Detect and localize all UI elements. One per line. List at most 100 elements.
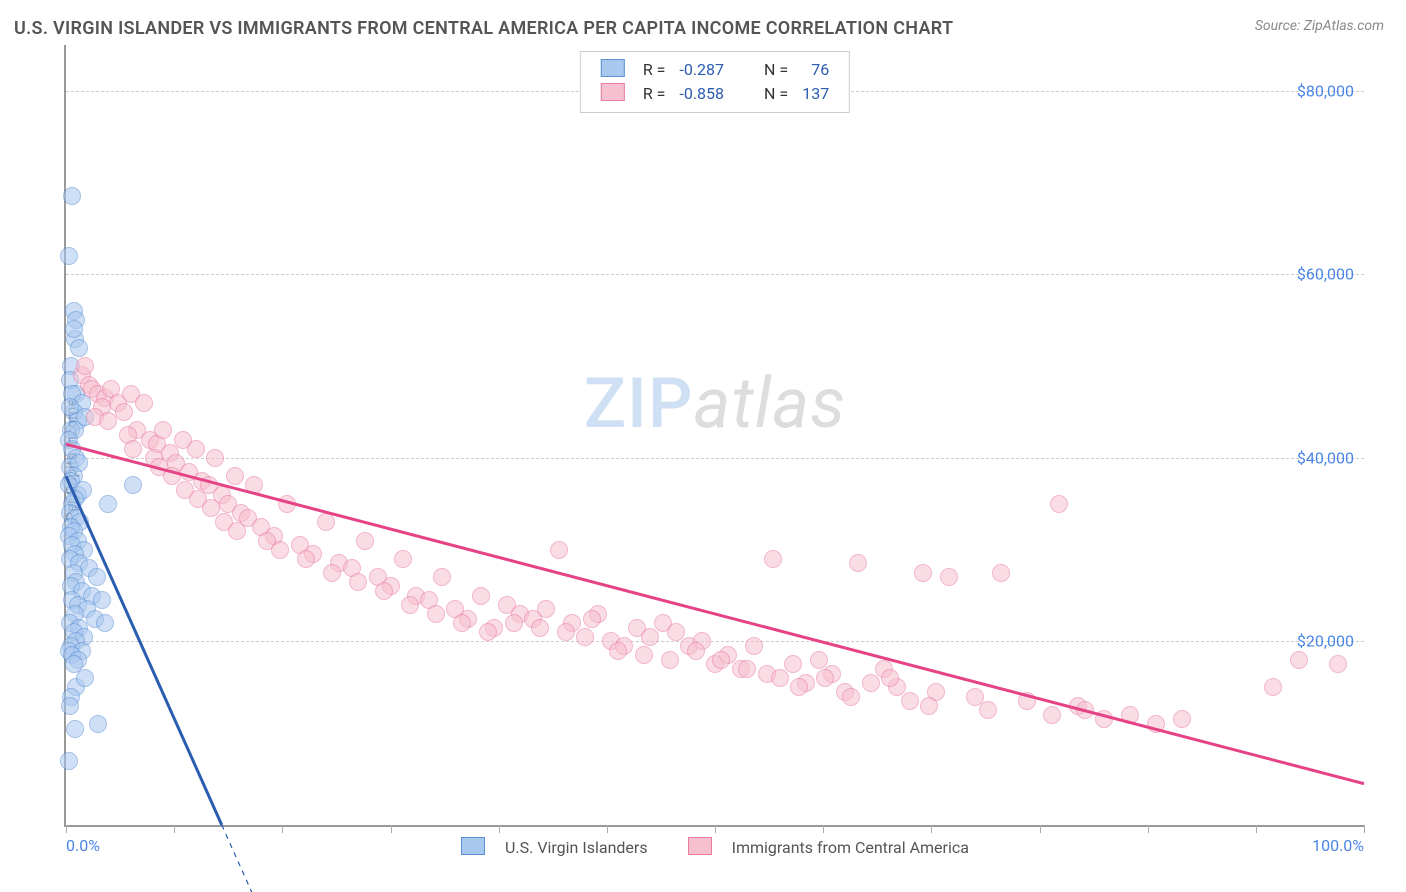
scatter-point-cam bbox=[914, 564, 932, 582]
plot-area: $20,000$40,000$60,000$80,0000.0%100.0%ZI… bbox=[64, 45, 1364, 827]
scatter-point-usvi bbox=[63, 187, 81, 205]
legend-series: U.S. Virgin Islanders Immigrants from Cen… bbox=[66, 837, 1364, 857]
legend-label-usvi: U.S. Virgin Islanders bbox=[505, 838, 648, 857]
y-tick-label: $80,000 bbox=[1297, 81, 1354, 100]
x-tick bbox=[1256, 825, 1257, 833]
scatter-point-cam bbox=[76, 357, 94, 375]
x-tick bbox=[1040, 825, 1041, 833]
scatter-point-cam bbox=[1264, 678, 1282, 696]
scatter-point-cam bbox=[550, 541, 568, 559]
scatter-point-cam bbox=[297, 550, 315, 568]
legend-label-cam: Immigrants from Central America bbox=[732, 838, 969, 857]
x-tick bbox=[715, 825, 716, 833]
scatter-point-cam bbox=[771, 669, 789, 687]
scatter-point-cam bbox=[687, 642, 705, 660]
scatter-point-cam bbox=[881, 669, 899, 687]
legend-swatch-usvi bbox=[601, 59, 625, 77]
scatter-point-cam bbox=[228, 522, 246, 540]
scatter-point-cam bbox=[135, 394, 153, 412]
scatter-point-cam bbox=[206, 449, 224, 467]
scatter-point-usvi bbox=[76, 669, 94, 687]
legend-n-value-usvi: 76 bbox=[796, 58, 835, 80]
scatter-point-cam bbox=[635, 646, 653, 664]
x-tick bbox=[66, 825, 67, 833]
scatter-point-cam bbox=[375, 582, 393, 600]
scatter-point-cam bbox=[784, 655, 802, 673]
legend-r-value-cam: -0.858 bbox=[673, 82, 730, 104]
trend-lines bbox=[66, 45, 1364, 825]
scatter-point-cam bbox=[745, 637, 763, 655]
scatter-point-cam bbox=[115, 403, 133, 421]
scatter-point-cam bbox=[1043, 706, 1061, 724]
scatter-point-cam bbox=[842, 688, 860, 706]
gridline-h bbox=[66, 458, 1364, 459]
scatter-point-cam bbox=[154, 421, 172, 439]
x-tick bbox=[391, 825, 392, 833]
scatter-point-cam bbox=[394, 550, 412, 568]
scatter-point-cam bbox=[349, 573, 367, 591]
scatter-point-cam bbox=[531, 619, 549, 637]
scatter-point-cam bbox=[1147, 715, 1165, 733]
scatter-point-cam bbox=[816, 669, 834, 687]
legend-n-value-cam: 137 bbox=[796, 82, 835, 104]
scatter-point-cam bbox=[764, 550, 782, 568]
scatter-point-cam bbox=[479, 623, 497, 641]
gridline-h bbox=[66, 274, 1364, 275]
scatter-point-cam bbox=[1018, 692, 1036, 710]
scatter-point-cam bbox=[1050, 495, 1068, 513]
scatter-point-usvi bbox=[70, 339, 88, 357]
x-tick bbox=[499, 825, 500, 833]
trendline-dashed-usvi bbox=[222, 825, 261, 892]
scatter-point-cam bbox=[317, 513, 335, 531]
scatter-point-cam bbox=[849, 554, 867, 572]
scatter-point-cam bbox=[661, 651, 679, 669]
scatter-point-cam bbox=[323, 564, 341, 582]
scatter-point-cam bbox=[356, 532, 374, 550]
scatter-point-cam bbox=[187, 440, 205, 458]
scatter-point-cam bbox=[99, 412, 117, 430]
scatter-point-cam bbox=[245, 476, 263, 494]
legend-swatch-cam bbox=[688, 837, 712, 855]
scatter-point-cam bbox=[1095, 710, 1113, 728]
scatter-point-usvi bbox=[89, 715, 107, 733]
scatter-point-cam bbox=[979, 701, 997, 719]
scatter-point-cam bbox=[712, 651, 730, 669]
scatter-point-usvi bbox=[66, 720, 84, 738]
scatter-point-usvi bbox=[93, 591, 111, 609]
scatter-point-usvi bbox=[96, 614, 114, 632]
x-tick bbox=[282, 825, 283, 833]
scatter-point-cam bbox=[271, 541, 289, 559]
scatter-point-usvi bbox=[60, 247, 78, 265]
watermark: ZIPatlas bbox=[584, 363, 846, 445]
scatter-point-cam bbox=[862, 674, 880, 692]
legend-swatch-usvi bbox=[461, 837, 485, 855]
scatter-point-cam bbox=[557, 623, 575, 641]
x-tick bbox=[931, 825, 932, 833]
scatter-point-cam bbox=[278, 495, 296, 513]
scatter-point-cam bbox=[920, 697, 938, 715]
scatter-point-usvi bbox=[124, 476, 142, 494]
scatter-point-cam bbox=[901, 692, 919, 710]
scatter-point-cam bbox=[790, 678, 808, 696]
scatter-point-usvi bbox=[60, 752, 78, 770]
scatter-point-cam bbox=[1290, 651, 1308, 669]
trendline-cam bbox=[66, 444, 1364, 784]
x-tick bbox=[1148, 825, 1149, 833]
scatter-point-cam bbox=[472, 587, 490, 605]
y-tick-label: $20,000 bbox=[1297, 632, 1354, 651]
scatter-point-cam bbox=[453, 614, 471, 632]
scatter-point-usvi bbox=[61, 697, 79, 715]
scatter-point-usvi bbox=[88, 568, 106, 586]
scatter-point-cam bbox=[537, 600, 555, 618]
scatter-point-cam bbox=[609, 642, 627, 660]
scatter-point-cam bbox=[1329, 655, 1347, 673]
scatter-point-cam bbox=[433, 568, 451, 586]
scatter-point-cam bbox=[427, 605, 445, 623]
scatter-point-cam bbox=[992, 564, 1010, 582]
scatter-point-cam bbox=[738, 660, 756, 678]
scatter-point-cam bbox=[583, 610, 601, 628]
legend-correlation-box: R =-0.287N =76R =-0.858N =137 bbox=[580, 51, 850, 113]
scatter-point-usvi bbox=[99, 495, 117, 513]
scatter-point-cam bbox=[226, 467, 244, 485]
legend-n-label: N = bbox=[758, 58, 794, 80]
